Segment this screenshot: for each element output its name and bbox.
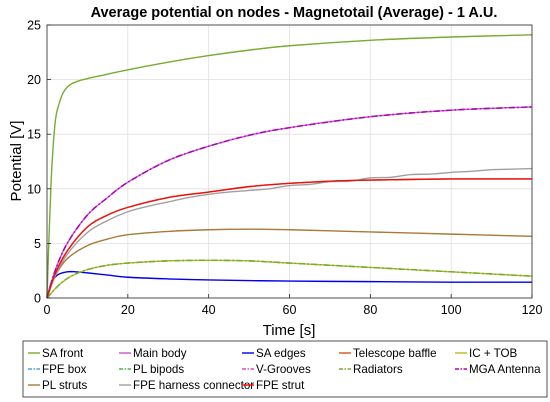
legend-label-pl-bipods: PL bipods [133,363,184,376]
legend-label-sa-front: SA front [42,347,84,360]
series-line-main-body [46,106,533,299]
series-line-radiators [46,259,533,299]
y-tick-label: 20 [27,73,41,87]
y-tick-label: 5 [34,237,41,251]
y-tick-label: 25 [27,19,41,33]
y-tick-label: 15 [27,128,41,142]
legend-box [22,340,548,398]
series-lines [46,34,533,299]
y-tick-label: 10 [27,182,41,196]
x-tick-label: 0 [44,303,51,317]
series-line-sa-front [46,34,533,299]
legend-label-radiators: Radiators [353,363,403,376]
x-tick-label: 120 [522,303,543,317]
legend-label-telescope-baffle: Telescope baffle [353,347,437,360]
y-axis-label: Potential [V] [8,121,25,202]
series-line-pl-struts [46,228,533,299]
legend-label-v-grooves: V-Grooves [256,363,311,376]
y-tick-label: 0 [34,292,41,306]
legend-label-fpe-strut: FPE strut [256,379,305,392]
legend-label-ic-tob: IC + TOB [469,347,517,360]
legend-label-sa-edges: SA edges [256,347,306,360]
x-tick-label: 80 [363,303,377,317]
series-line-fpe-harness-connector [46,167,533,299]
legend-items: SA front Main body SA edges Telescope baffl… [28,347,541,392]
x-tick-label: 100 [441,303,462,317]
x-axis-label: Time [s] [263,322,316,339]
series-line-fpe-strut [46,178,533,299]
chart-title: Average potential on nodes - Magnetotail… [91,5,498,21]
x-tick-label: 40 [202,303,216,317]
axis-ticks: 0 20 40 60 80 100 120 0 5 10 15 20 25 [27,19,542,318]
legend-label-mga-antenna: MGA Antenna [469,363,541,376]
grid-lines [46,24,533,299]
series-line-sa-edges [46,270,533,299]
legend-label-fpe-harness-connector: FPE harness connector [133,379,254,392]
x-tick-label: 20 [121,303,135,317]
legend-label-fpe-box: FPE box [42,363,87,376]
x-tick-label: 60 [283,303,297,317]
legend-label-main-body: Main body [133,347,187,360]
legend: SA front Main body SA edges Telescope baffl… [22,340,548,398]
legend-label-pl-struts: PL struts [42,379,88,392]
